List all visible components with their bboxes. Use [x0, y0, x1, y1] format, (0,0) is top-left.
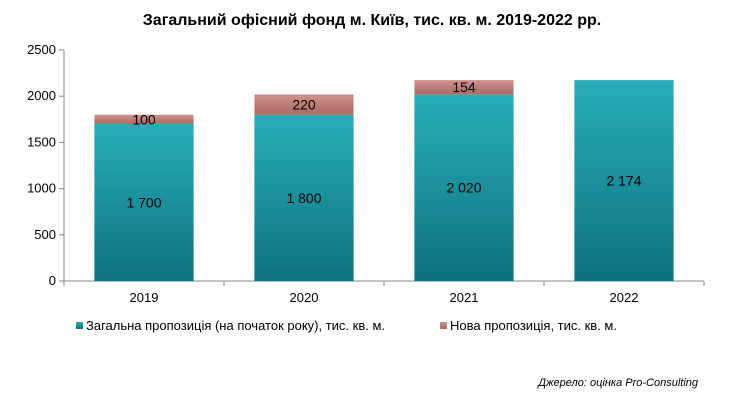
- y-tick-label: 1500: [27, 134, 56, 149]
- data-label-bar-base-2019: 1 700: [126, 194, 161, 210]
- x-tick-label-2022: 2022: [610, 290, 639, 305]
- bars: [94, 80, 674, 282]
- legend-label-base: Загальна пропозиція (на початок року), т…: [86, 318, 385, 333]
- y-tick-label: 0: [49, 273, 56, 288]
- data-label-bar-new-2021: 154: [452, 79, 476, 95]
- y-tick-label: 1000: [27, 181, 56, 196]
- source-note: Джерело: оцінка Pro-Consulting: [536, 377, 699, 389]
- x-axis: 2019 2020 2021 2022: [63, 280, 705, 305]
- data-label-bar-base-2021: 2 020: [446, 180, 481, 196]
- x-tick-label-2020: 2020: [290, 290, 319, 305]
- bar-new-2020: [254, 94, 354, 115]
- bar-base-2022: [574, 80, 674, 281]
- x-tick-label-2021: 2021: [450, 290, 479, 305]
- x-tick-label-2019: 2019: [130, 290, 159, 305]
- y-axis: 0 500 1000 1500 2000 2500: [27, 42, 65, 288]
- bar-new-2021: [414, 80, 514, 95]
- data-label-bar-new-2019: 100: [132, 111, 156, 127]
- data-labels: 1 700 100 1 800 220 2 020 154 2 174: [126, 79, 641, 210]
- bar-new-2019: [94, 114, 194, 124]
- legend-label-new: Нова пропозиція, тис. кв. м.: [450, 318, 617, 333]
- data-label-bar-new-2020: 220: [292, 97, 316, 113]
- legend-swatch-base: [76, 322, 83, 329]
- y-tick-label: 500: [34, 227, 56, 242]
- data-label-bar-base-2022: 2 174: [606, 173, 641, 189]
- chart-title: Загальний офісний фонд м. Київ, тис. кв.…: [143, 12, 601, 29]
- bar-base-2019: [94, 123, 194, 281]
- data-label-bar-base-2020: 1 800: [286, 190, 321, 206]
- legend: Загальна пропозиція (на початок року), т…: [76, 318, 617, 333]
- legend-swatch-new: [440, 322, 447, 329]
- bar-base-2020: [254, 114, 354, 282]
- y-tick-label: 2500: [27, 42, 56, 57]
- y-tick-label: 2000: [27, 88, 56, 103]
- bar-base-2021: [414, 94, 514, 282]
